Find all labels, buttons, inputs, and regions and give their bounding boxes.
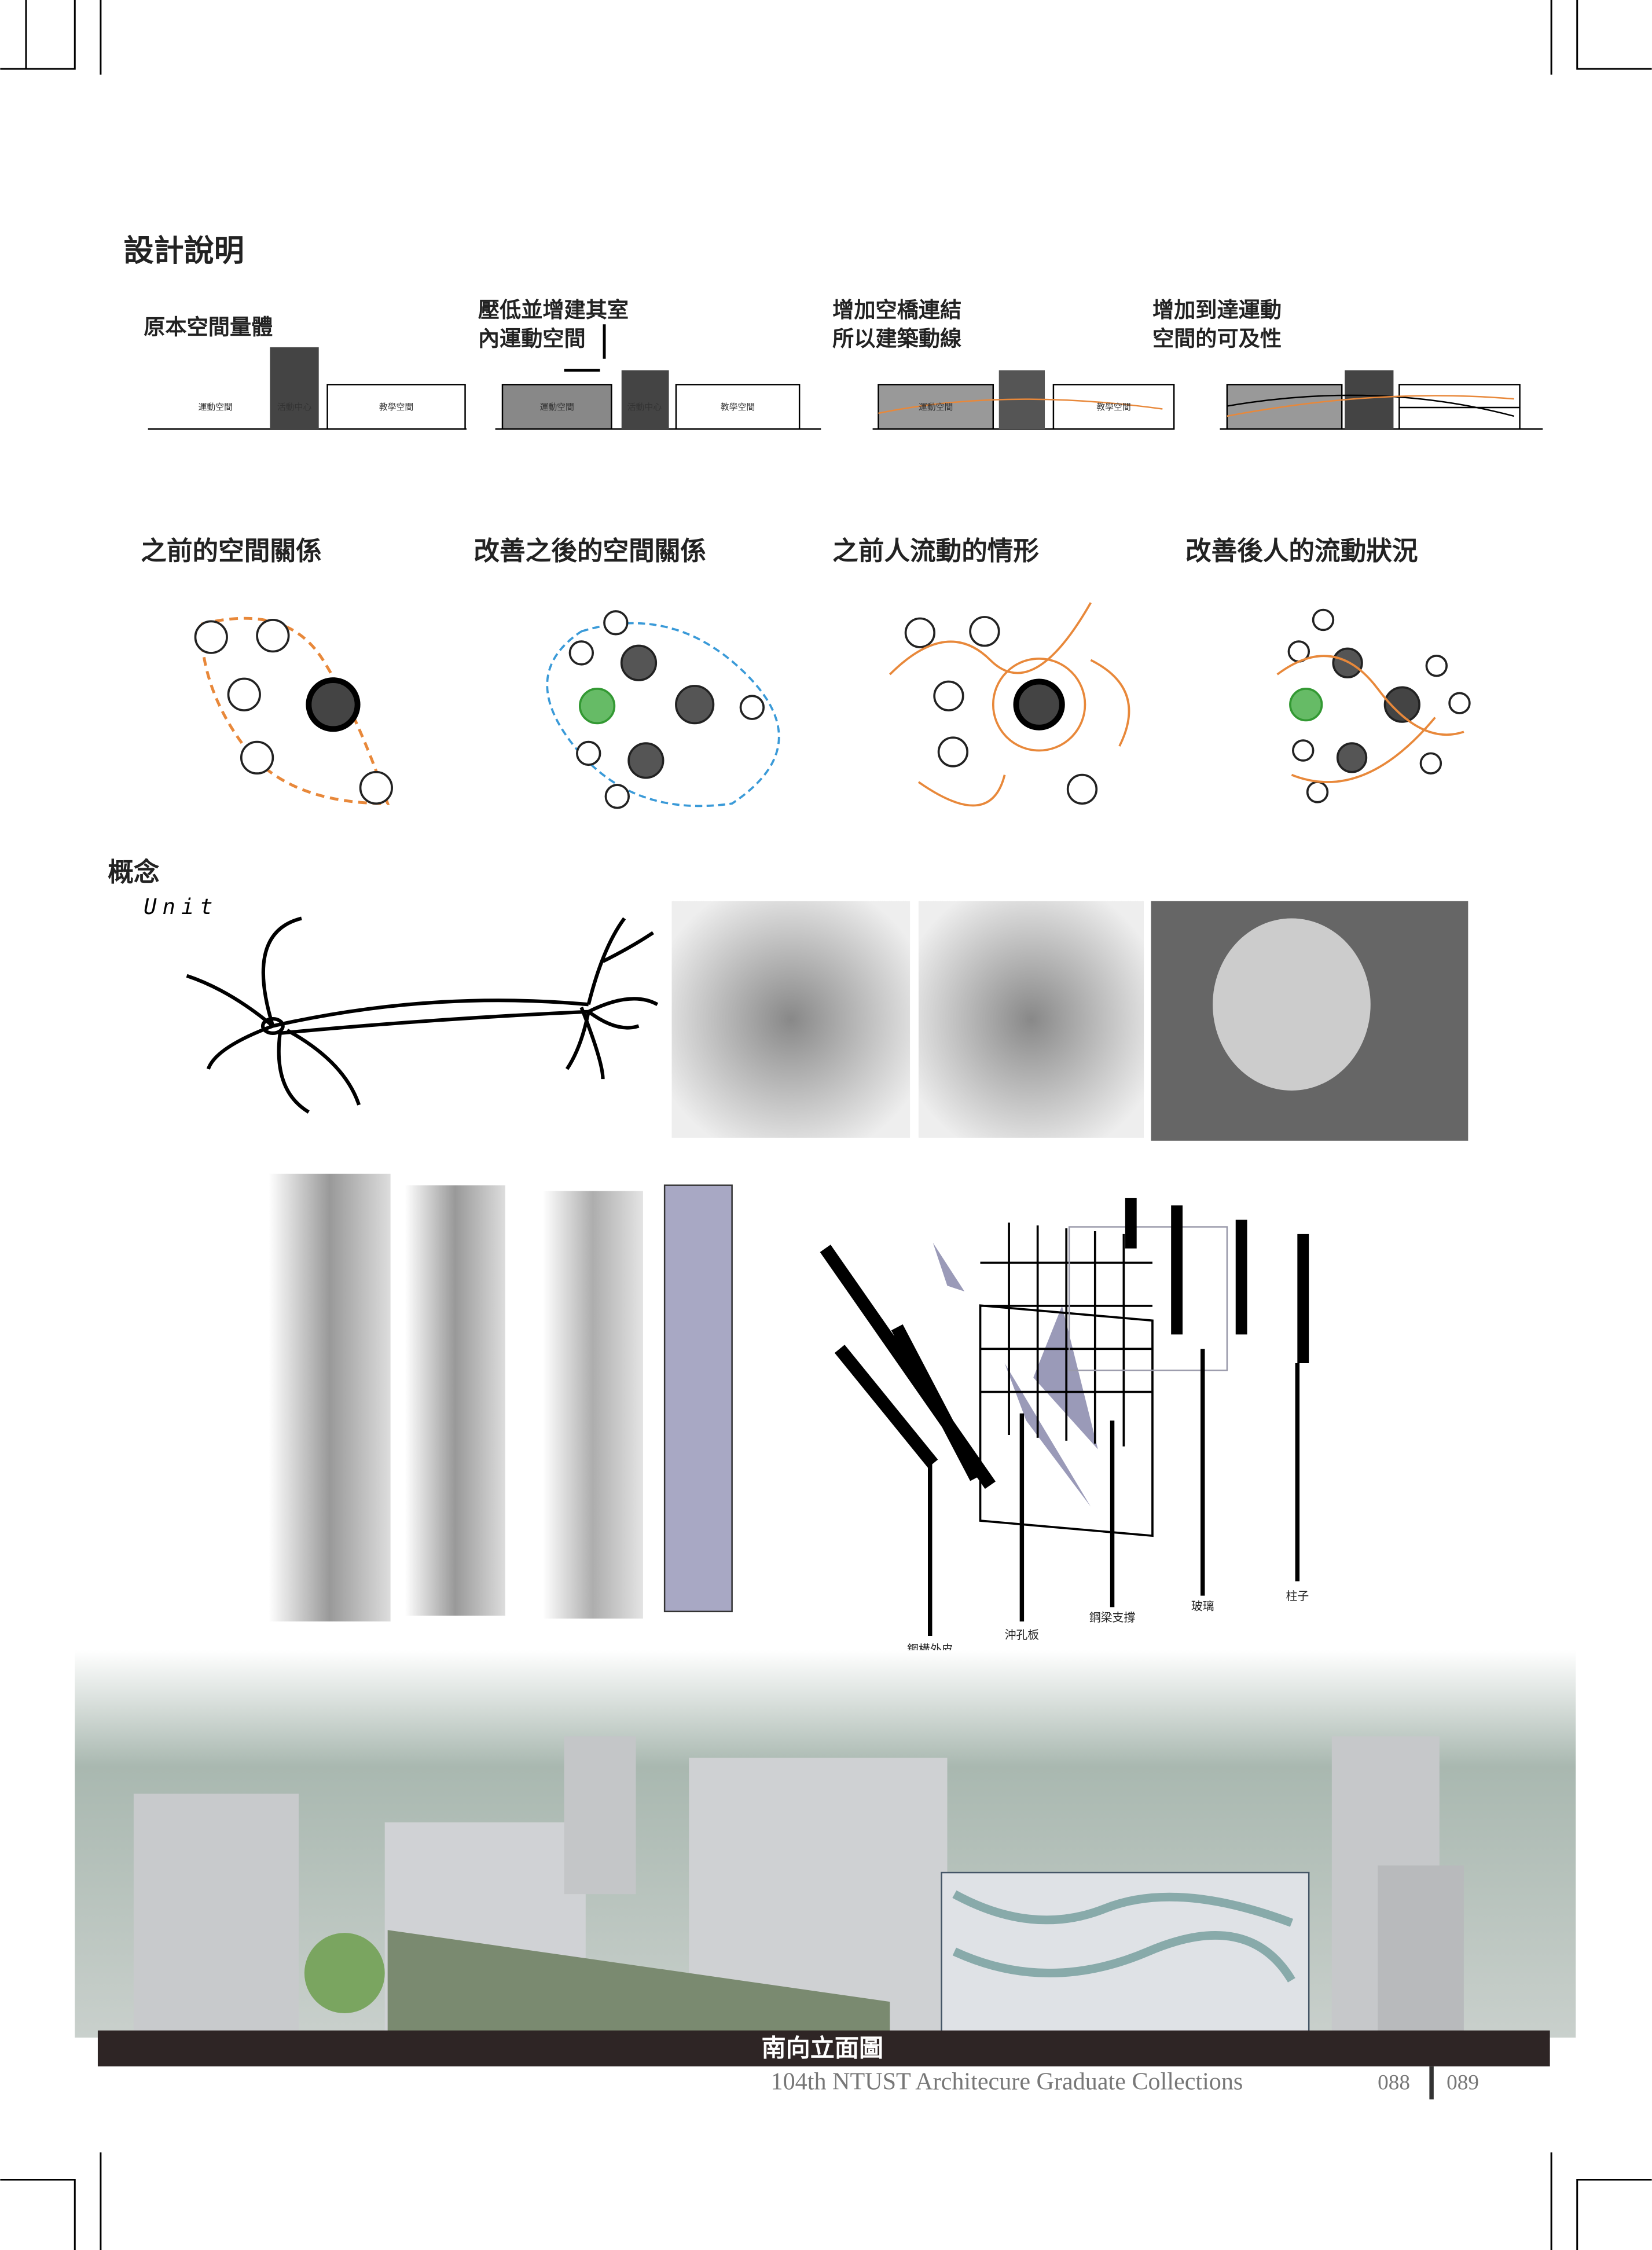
massing-caption: 壓低並增建其室	[478, 297, 629, 322]
massing-diagrams	[148, 324, 1543, 430]
neuron-sketch	[186, 916, 659, 1114]
massing-caption: 增加到達運動	[1152, 297, 1282, 322]
exploded-structure	[820, 1198, 1309, 1636]
page-left: 088	[1378, 2071, 1410, 2094]
page-right: 089	[1447, 2071, 1479, 2094]
massing-caption: 內運動空間	[478, 325, 586, 351]
page-divider	[1429, 2066, 1434, 2099]
head-shape	[1213, 918, 1371, 1091]
pattern-panel	[663, 1184, 733, 1613]
box-label: 教學空間	[721, 402, 755, 412]
box-label: 運動空間	[198, 402, 232, 412]
muscle-drawing	[405, 1185, 505, 1616]
box-label: 活動中心	[277, 402, 312, 412]
box-label: 活動中心	[627, 402, 662, 412]
box-label: 教學空間	[379, 402, 413, 412]
structure-label: 鋼梁支撐	[1089, 1611, 1135, 1624]
section-title: 設計說明	[124, 234, 244, 269]
massing-caption: 增加空橋連結	[832, 297, 961, 322]
neuron-photo	[671, 901, 911, 1138]
elevation-title: 南向立面圖	[761, 2034, 883, 2062]
massing-caption: 原本空間量體	[144, 314, 273, 340]
box-label: 運動空間	[919, 402, 953, 412]
arm-model	[542, 1191, 643, 1619]
relation-title: 之前的空間關係	[141, 536, 321, 566]
relation-title: 改善後人的流動狀況	[1185, 536, 1418, 566]
relation-title: 改善之後的空間關係	[473, 536, 706, 566]
box-label: 運動空間	[539, 402, 574, 412]
anatomy-photo	[918, 901, 1144, 1138]
massing-caption: 空間的可及性	[1152, 325, 1282, 351]
relation-diagrams	[194, 602, 1471, 809]
elevation-buildings	[133, 1736, 1464, 2033]
arm-photo	[268, 1173, 391, 1622]
structure-label: 柱子	[1286, 1590, 1309, 1603]
relation-title: 之前人流動的情形	[832, 536, 1039, 566]
massing-caption: 所以建築動線	[832, 325, 961, 351]
structure-label: 玻璃	[1191, 1599, 1214, 1613]
elevation-bar	[97, 2030, 1550, 2067]
box-label: 教學空間	[1096, 402, 1130, 412]
concept-subtitle: Unit	[144, 894, 218, 919]
concept-title: 概念	[108, 857, 160, 887]
footer-text: 104th NTUST Architecure Graduate Collect…	[771, 2068, 1243, 2095]
structure-label: 沖孔板	[1005, 1628, 1040, 1642]
